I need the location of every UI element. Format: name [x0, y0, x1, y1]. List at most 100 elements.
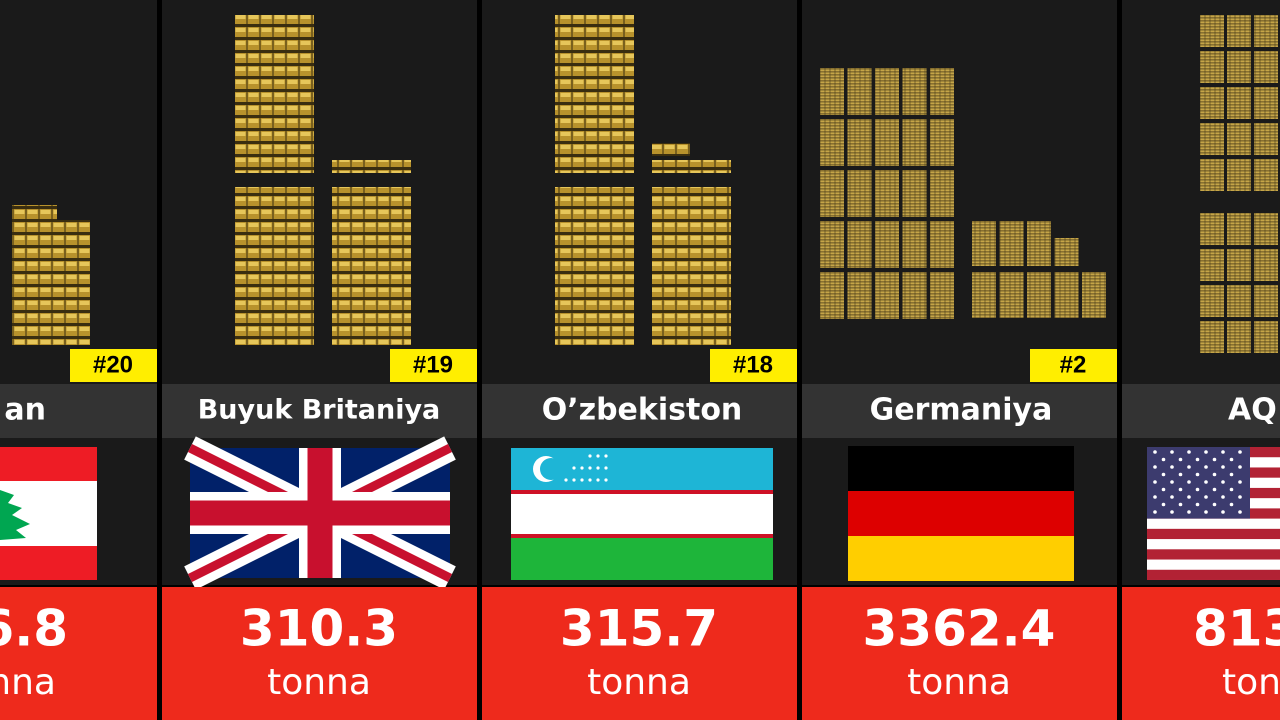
- name-bar: [1122, 384, 1280, 438]
- flag-moon-cut: [540, 458, 562, 480]
- rank-badges: #20 #19 #18 #2: [70, 349, 1117, 382]
- country-name: Germaniya: [870, 393, 1053, 428]
- flag-star: [1204, 450, 1208, 454]
- gold-block: [930, 119, 954, 166]
- gold-stack: [332, 187, 411, 345]
- rank-text: #18: [733, 351, 773, 378]
- flag-star: [1178, 502, 1183, 507]
- flag-uk: [184, 436, 456, 590]
- flag-stars: [564, 454, 608, 482]
- flag-star: [1238, 480, 1242, 484]
- country-name: AQ: [1228, 393, 1277, 428]
- value-box: [162, 587, 477, 720]
- country-name: Buyuk Britaniya: [198, 395, 441, 426]
- gold-block: [1200, 249, 1224, 281]
- gold-block: [1027, 272, 1051, 318]
- value-text: 6.8: [0, 600, 68, 658]
- gold-block: [847, 170, 872, 217]
- gold-block: [1200, 15, 1224, 47]
- country-name: an: [4, 393, 46, 428]
- value-text: 3362.4: [863, 600, 1056, 658]
- flag-star: [1187, 495, 1191, 499]
- gold-block: [902, 119, 927, 166]
- flag-cross-red: [190, 448, 450, 578]
- flag-star: [1221, 465, 1225, 469]
- value-text: 310.3: [240, 600, 398, 658]
- flag-star: [1170, 465, 1174, 469]
- flag-star: [1221, 480, 1225, 484]
- flag-star: [1178, 457, 1183, 462]
- country-name: O’zbekiston: [542, 393, 743, 428]
- gold-block: [1200, 213, 1224, 245]
- gold-block: [930, 272, 954, 319]
- gold-block: [820, 272, 844, 319]
- flag-star: [1221, 510, 1225, 514]
- gold-block: [1054, 272, 1079, 318]
- flag-star: [1170, 480, 1174, 484]
- star: [572, 466, 576, 470]
- flag-star: [1195, 502, 1200, 507]
- gold-stacks: [12, 15, 731, 345]
- value-box: [802, 587, 1117, 720]
- gold-block: [847, 68, 872, 115]
- flag-stripe: [848, 491, 1074, 536]
- gold-block: [1054, 238, 1079, 266]
- gold-block: [930, 170, 954, 217]
- flag-stripe: [511, 534, 773, 538]
- gold-stack: [555, 187, 634, 345]
- unit-text: ton: [1222, 662, 1280, 703]
- gold-block: [1200, 51, 1224, 83]
- gold-stack: [235, 15, 314, 173]
- star: [596, 466, 600, 470]
- flag-star: [1161, 472, 1166, 477]
- flag-star: [1170, 510, 1174, 514]
- value-text: 813: [1193, 600, 1280, 658]
- gold-block: [930, 221, 954, 268]
- value-box: [0, 587, 157, 720]
- gold-stack: [332, 160, 411, 173]
- gold-block: [1200, 285, 1224, 317]
- gold-block: [847, 221, 872, 268]
- gold-block: [1254, 159, 1278, 191]
- rank-badge: [710, 349, 797, 382]
- flag-star: [1204, 510, 1208, 514]
- gold-block: [972, 221, 996, 266]
- flag-star: [1212, 457, 1217, 462]
- flag-usa: [1147, 447, 1280, 580]
- flag-star: [1212, 472, 1217, 477]
- gold-block: [1200, 159, 1224, 191]
- gold-block: [820, 119, 844, 166]
- gold-block: [1200, 321, 1224, 353]
- star: [604, 454, 608, 458]
- gold-block: [930, 68, 954, 115]
- flag-star: [1221, 495, 1225, 499]
- gold-block: [820, 170, 844, 217]
- flag-star: [1238, 510, 1242, 514]
- flag-stripe: [511, 490, 773, 494]
- gold-block: [999, 221, 1024, 266]
- gold-block: [1254, 249, 1278, 281]
- star: [588, 466, 592, 470]
- unit-text: nna: [0, 662, 56, 703]
- name-bar: [162, 384, 477, 438]
- gold-block: [1227, 159, 1251, 191]
- gold-block: [1227, 321, 1251, 353]
- gold-block: [1200, 87, 1224, 119]
- gold-block: [875, 170, 899, 217]
- rank-text: #20: [93, 351, 133, 378]
- gold-block: [820, 68, 844, 115]
- gold-block: [999, 272, 1024, 318]
- gold-block: [875, 119, 899, 166]
- flag-lebanon: [0, 447, 97, 580]
- name-bar: [482, 384, 797, 438]
- value-box: [1122, 587, 1280, 720]
- rank-badge: [390, 349, 477, 382]
- flag-star: [1161, 502, 1166, 507]
- flag-star: [1204, 480, 1208, 484]
- rank-text: #2: [1060, 351, 1087, 378]
- gold-block: [820, 221, 844, 268]
- unit-text: tonna: [267, 662, 371, 703]
- flag-canton: [1147, 447, 1250, 519]
- gold-block: [902, 272, 927, 319]
- gold-block: [1227, 123, 1251, 155]
